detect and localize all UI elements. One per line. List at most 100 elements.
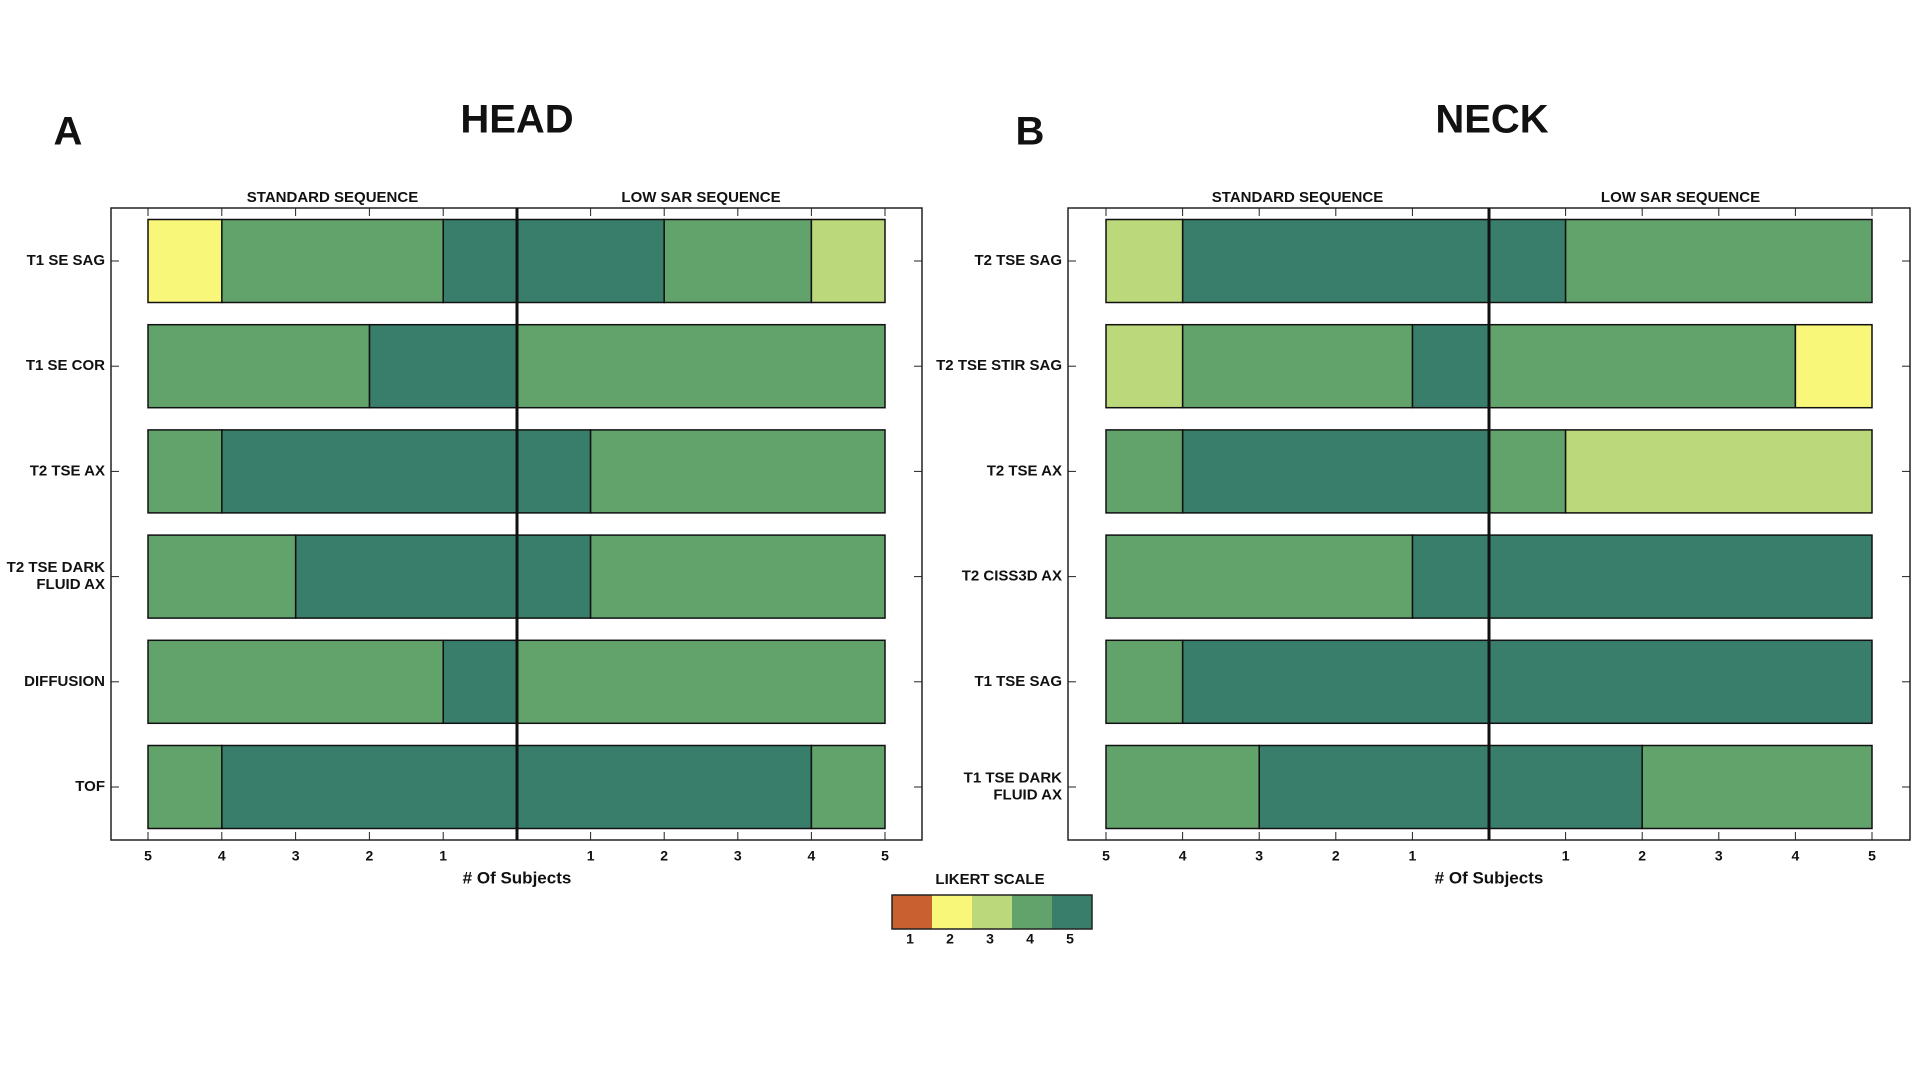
bar-segment xyxy=(1488,534,1873,619)
bar-segment xyxy=(663,218,813,304)
x-tick-label: 5 xyxy=(881,848,889,864)
bar-segment xyxy=(221,429,518,514)
bar-segment xyxy=(516,744,813,830)
y-tick-label: T2 TSE AX xyxy=(30,462,105,479)
x-tick-label: 4 xyxy=(218,848,226,864)
y-tick-label: T1 SE SAG xyxy=(27,252,105,269)
bar-segment xyxy=(1105,429,1184,514)
x-tick-label: 5 xyxy=(144,848,152,864)
bar-segment xyxy=(1105,323,1184,409)
y-tick-label: T2 TSE SAG xyxy=(974,252,1062,269)
bar-segment xyxy=(147,744,223,830)
bar-segment xyxy=(1488,429,1567,514)
bar-segment xyxy=(147,534,297,619)
group-label: LOW SAR SEQUENCE xyxy=(621,189,780,206)
legend-swatch xyxy=(1052,895,1092,929)
panel-label: A xyxy=(54,110,83,154)
y-tick-label: T2 TSE STIR SAG xyxy=(936,357,1062,374)
bar-segment xyxy=(147,323,371,409)
bar-segment xyxy=(221,744,518,830)
bar-segment xyxy=(294,534,518,619)
bar-segment xyxy=(810,218,886,304)
x-tick-label: 5 xyxy=(1102,848,1110,864)
bar-segment xyxy=(1105,744,1260,830)
x-tick-label: 4 xyxy=(1179,848,1187,864)
chart-title: HEAD xyxy=(460,98,573,142)
x-tick-label: 3 xyxy=(292,848,300,864)
legend-frame xyxy=(891,894,1093,930)
bar-segment xyxy=(516,218,665,304)
bar-segment xyxy=(516,429,592,514)
bar-segment xyxy=(1411,534,1490,619)
bar-segment xyxy=(1488,218,1567,304)
x-tick-label: 2 xyxy=(660,848,668,864)
y-tick-label: T2 CISS3D AX xyxy=(962,568,1062,585)
group-label: STANDARD SEQUENCE xyxy=(247,189,418,206)
bar-segment xyxy=(1258,744,1490,830)
x-tick-label: 5 xyxy=(1868,848,1876,864)
bar-segment xyxy=(1181,323,1414,409)
chart-title: NECK xyxy=(1435,98,1548,142)
bar-segment xyxy=(810,744,886,830)
y-tick-label: DIFFUSION xyxy=(24,673,105,690)
bar-segment xyxy=(1641,744,1873,830)
x-tick-label: 4 xyxy=(808,848,816,864)
y-tick-label: T2 TSE AX xyxy=(987,462,1062,479)
x-tick-label: 1 xyxy=(587,848,595,864)
bar-segment xyxy=(1411,323,1490,409)
x-tick-label: 1 xyxy=(1562,848,1570,864)
x-tick-label: 3 xyxy=(1255,848,1263,864)
legend-swatch xyxy=(1012,895,1052,929)
bar-segment xyxy=(221,218,444,304)
bar-segment xyxy=(1181,218,1490,304)
x-tick-label: 2 xyxy=(366,848,374,864)
x-tick-label: 2 xyxy=(1638,848,1646,864)
legend-swatch xyxy=(932,895,972,929)
y-tick-label: T1 SE COR xyxy=(26,357,105,374)
group-label: LOW SAR SEQUENCE xyxy=(1601,189,1760,206)
x-tick-label: 3 xyxy=(1715,848,1723,864)
bar-segment xyxy=(1564,429,1873,514)
legend-swatch xyxy=(972,895,1012,929)
x-tick-label: 2 xyxy=(1332,848,1340,864)
x-tick-label: 1 xyxy=(1409,848,1417,864)
x-axis-label: # Of Subjects xyxy=(1435,868,1544,887)
bar-segment xyxy=(589,534,886,619)
y-tick-label: TOF xyxy=(75,778,105,795)
y-tick-label: T1 TSE SAG xyxy=(974,673,1062,690)
bar-segment xyxy=(147,429,223,514)
x-tick-label: 1 xyxy=(439,848,447,864)
legend-label: 4 xyxy=(1026,931,1034,947)
legend-label: 3 xyxy=(986,931,994,947)
group-label: STANDARD SEQUENCE xyxy=(1212,189,1383,206)
bar-segment xyxy=(1181,639,1490,725)
bar-segment xyxy=(589,429,886,514)
x-tick-label: 3 xyxy=(734,848,742,864)
bar-segment xyxy=(147,639,444,725)
bar-segment xyxy=(1794,323,1873,409)
bar-segment xyxy=(368,323,518,409)
legend-label: 5 xyxy=(1066,931,1074,947)
x-tick-label: 4 xyxy=(1792,848,1800,864)
bar-segment xyxy=(516,534,592,619)
bar-segment xyxy=(1105,534,1414,619)
bar-segment xyxy=(1564,218,1873,304)
bar-segment xyxy=(1105,639,1184,725)
bar-segment xyxy=(1181,429,1490,514)
bar-segment xyxy=(442,218,518,304)
legend-swatch xyxy=(892,895,932,929)
bar-segment xyxy=(442,639,518,725)
y-tick-label: T2 TSE DARK FLUID AX xyxy=(7,559,106,593)
legend-label: 2 xyxy=(946,931,954,947)
x-axis-label: # Of Subjects xyxy=(463,868,572,887)
legend-title: LIKERT SCALE xyxy=(935,871,1044,888)
bar-segment xyxy=(516,639,886,725)
bar-segment xyxy=(1488,744,1643,830)
panel-label: B xyxy=(1016,110,1045,154)
bar-segment xyxy=(1488,639,1873,725)
bar-segment xyxy=(1488,323,1797,409)
y-tick-label: T1 TSE DARK FLUID AX xyxy=(964,769,1063,803)
bar-segment xyxy=(147,218,223,304)
legend-label: 1 xyxy=(906,931,914,947)
